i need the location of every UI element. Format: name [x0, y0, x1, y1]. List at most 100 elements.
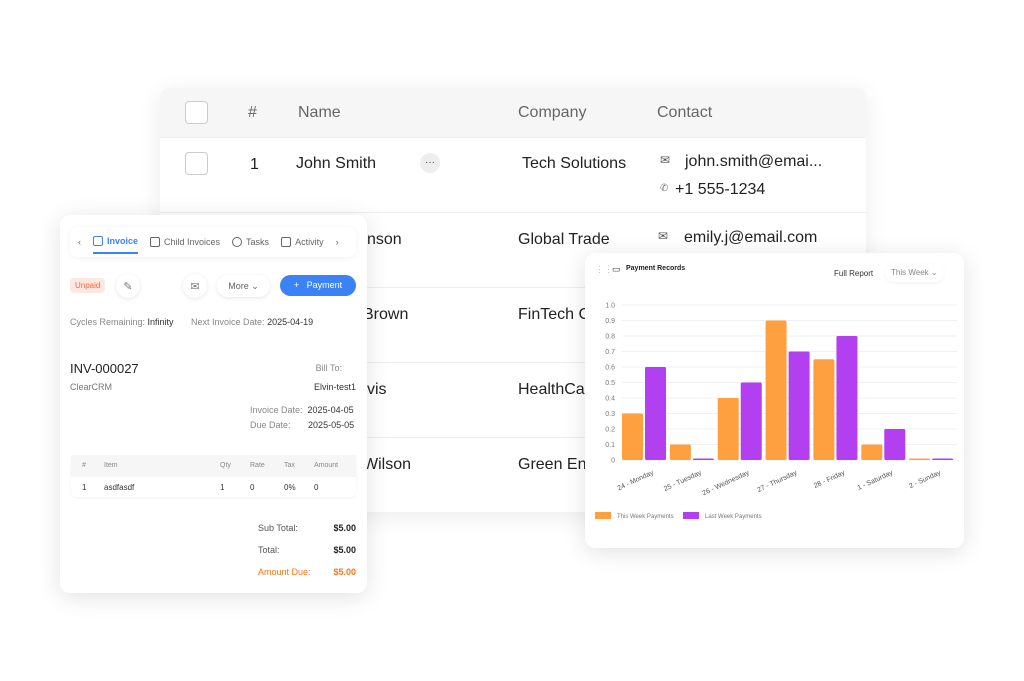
cycles-value: Infinity — [147, 317, 174, 327]
table-row[interactable]: Wilson Green En — [160, 437, 866, 512]
row-company: Tech Solutions — [522, 155, 627, 172]
bar-this-week — [861, 444, 883, 460]
wallet-icon: ▭ — [612, 264, 621, 274]
col-rate: Rate — [250, 462, 265, 469]
item-amount: 0 — [314, 483, 319, 492]
next-invoice-value: 2025-04-19 — [267, 317, 314, 327]
chevron-down-icon: ⌄ — [251, 281, 259, 291]
table-row[interactable]: nson Global Trade ✉ emily.j@email.com — [160, 212, 866, 287]
tab-activity[interactable]: Activity — [281, 237, 324, 247]
invoice-date-value: 2025-04-05 — [307, 405, 354, 415]
y-tick-label: 1.0 — [605, 303, 615, 310]
invoice-company: ClearCRM — [70, 382, 113, 392]
row-company: Global Trade — [518, 231, 610, 248]
bar-last-week — [788, 351, 810, 460]
y-tick-label: 0.7 — [605, 349, 615, 356]
drag-handle-icon[interactable]: ⋮⋮ — [595, 264, 613, 274]
tab-label: Activity — [295, 237, 324, 247]
item-qty: 1 — [220, 483, 225, 492]
col-item: Item — [104, 462, 118, 469]
tab-tasks[interactable]: Tasks — [232, 237, 269, 247]
legend-label: This Week Payments — [617, 514, 674, 520]
y-tick-label: 0.2 — [605, 427, 615, 434]
document-icon — [150, 237, 161, 247]
bar-this-week — [813, 359, 835, 460]
row-name: vis — [367, 381, 387, 398]
item-tax: 0% — [284, 483, 296, 492]
tab-invoice[interactable]: Invoice — [93, 230, 139, 254]
bar-this-week — [765, 320, 787, 460]
invoice-number: INV-000027 — [70, 361, 139, 376]
pencil-icon: ✎ — [123, 280, 133, 293]
full-report-link[interactable]: Full Report — [834, 269, 874, 278]
payment-label: Payment — [306, 280, 343, 290]
x-tick-label: 25 - Tuesday — [663, 469, 703, 493]
more-label: More — [228, 281, 249, 291]
invoice-tabs: ‹ Invoice Child Invoices Tasks Activity … — [70, 227, 356, 257]
row-company: Green En — [518, 456, 587, 473]
row-phone: +1 555-1234 — [675, 181, 766, 198]
due-date-label: Due Date: — [250, 420, 291, 430]
y-tick-label: 0.3 — [605, 411, 615, 418]
tab-label: Child Invoices — [164, 237, 221, 247]
row-name: John Smith — [296, 155, 377, 172]
legend-swatch — [595, 512, 611, 519]
subtotal-label: Sub Total: — [258, 523, 298, 533]
activity-icon — [281, 237, 292, 247]
bar-last-week — [884, 429, 906, 460]
x-tick-label: 28 - Friday — [813, 469, 847, 490]
tasks-icon — [232, 237, 243, 247]
y-tick-label: 0.5 — [605, 380, 615, 387]
bar-this-week — [717, 398, 739, 460]
more-dropdown[interactable]: More ⌄ — [217, 275, 270, 297]
invoice-panel: ‹ Invoice Child Invoices Tasks Activity … — [60, 215, 367, 593]
col-num: # — [82, 462, 86, 469]
table-row[interactable]: vis HealthCa — [160, 362, 866, 437]
header-name[interactable]: Name — [298, 104, 341, 121]
email-button[interactable]: ✉ — [183, 274, 207, 298]
x-tick-label: 27 - Thursday — [756, 469, 798, 494]
x-tick-label: 26 - Wednesday — [701, 469, 750, 497]
bar-this-week — [622, 413, 644, 460]
tabs-next-icon[interactable]: › — [335, 237, 339, 247]
col-tax: Tax — [284, 462, 295, 469]
bar-this-week — [909, 458, 931, 460]
row-name: nson — [367, 231, 402, 248]
y-tick-label: 0.8 — [605, 334, 615, 341]
cycles-label: Cycles Remaining: — [70, 317, 146, 327]
plus-icon: + — [293, 280, 300, 290]
next-invoice-label: Next Invoice Date: — [191, 317, 265, 327]
panel-title: Payment Records — [626, 265, 686, 272]
row-email[interactable]: john.smith@emai... — [685, 153, 823, 170]
row-checkbox[interactable] — [185, 152, 208, 175]
bar-this-week — [669, 444, 691, 460]
period-dropdown[interactable]: This Week ⌄ — [885, 264, 944, 282]
bill-to-label: Bill To: — [315, 363, 342, 373]
mail-icon: ✉ — [190, 280, 200, 293]
header-company[interactable]: Company — [518, 104, 587, 121]
bar-last-week — [740, 382, 762, 460]
row-name: Wilson — [363, 456, 412, 473]
legend-label: Last Week Payments — [705, 514, 762, 520]
edit-button[interactable]: ✎ — [116, 274, 140, 298]
table-row[interactable]: 1 John Smith ··· Tech Solutions ✉ john.s… — [160, 137, 866, 212]
x-tick-label: 2 - Sunday — [908, 469, 942, 490]
y-tick-label: 0.1 — [605, 442, 615, 449]
table-row[interactable]: Brown FinTech C — [160, 287, 866, 362]
invoice-date-label: Invoice Date: — [250, 405, 303, 415]
row-company: HealthCa — [518, 381, 585, 398]
row-email[interactable]: emily.j@email.com — [684, 229, 818, 246]
tab-label: Invoice — [107, 236, 139, 246]
header-num: # — [248, 104, 257, 121]
bill-to-value: Elvin-test1 — [313, 382, 356, 392]
row-more-button[interactable]: ··· — [420, 153, 440, 173]
items-header: # Item Qty Rate Tax Amount — [71, 455, 356, 477]
tab-child-invoices[interactable]: Child Invoices — [150, 237, 220, 247]
add-payment-button[interactable]: + Payment — [280, 275, 356, 296]
bar-last-week — [692, 458, 714, 460]
tabs-prev-icon[interactable]: ‹ — [78, 237, 81, 247]
item-num: 1 — [82, 483, 87, 492]
select-all-checkbox[interactable] — [185, 101, 208, 124]
item-rate: 0 — [250, 483, 255, 492]
header-contact[interactable]: Contact — [657, 104, 713, 121]
